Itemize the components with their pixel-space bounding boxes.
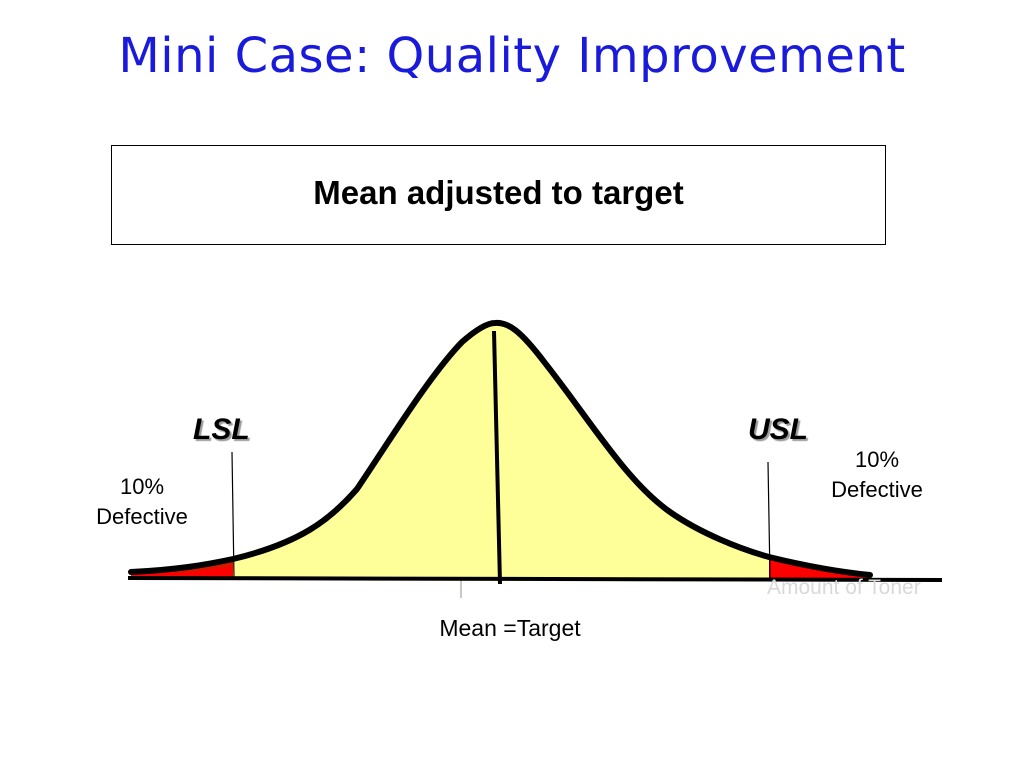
right-defective-label: 10% Defective: [822, 445, 932, 505]
usl-label: USL: [748, 413, 808, 446]
bell-curve: [128, 319, 873, 578]
right-defective-text: Defective: [831, 477, 923, 502]
axis-label: Amount of Toner: [767, 576, 921, 599]
usl-line: [767, 461, 771, 579]
slide-title: Mini Case: Quality Improvement: [118, 28, 906, 84]
right-defective-percent: 10%: [854, 447, 900, 472]
left-defective-text: Defective: [96, 504, 188, 529]
left-defective-percent: 10%: [119, 474, 165, 499]
subtitle-box: Mean adjusted to target: [111, 145, 886, 245]
subtitle-text: Mean adjusted to target: [313, 174, 684, 211]
lsl-line: [231, 451, 235, 579]
mean-target-line: [492, 330, 502, 585]
left-defective-label: 10% Defective: [87, 472, 197, 532]
x-axis: [127, 576, 943, 582]
mean-target-label: Mean =Target: [439, 615, 581, 641]
curve-fill: [131, 322, 870, 578]
lsl-label: LSL: [193, 413, 250, 446]
